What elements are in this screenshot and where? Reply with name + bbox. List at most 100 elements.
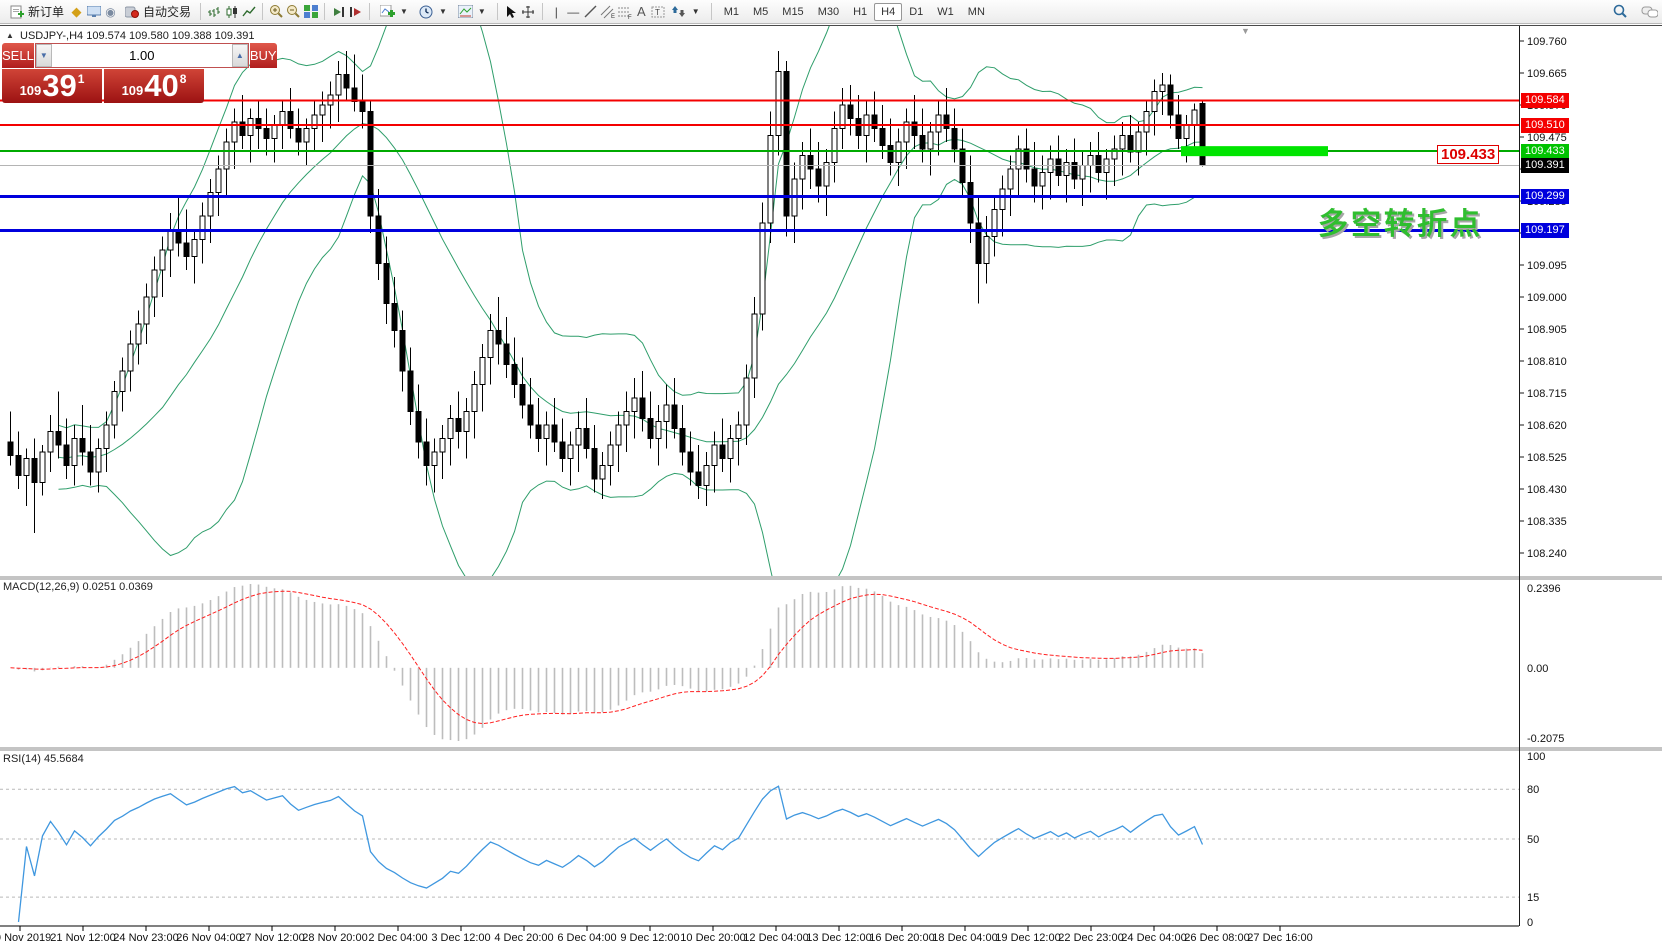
horizontal-line-tool-icon[interactable]: —	[567, 4, 580, 19]
axis-tick-label: 109.095	[1527, 260, 1567, 272]
timeframe-m1[interactable]: M1	[723, 5, 739, 18]
timeframe-mn[interactable]: MN	[967, 5, 985, 18]
sell-price-pip: 1	[77, 72, 85, 86]
new-order-button[interactable]: 新订单	[4, 2, 68, 21]
macd-panel[interactable]	[10, 584, 1204, 741]
chat-icon[interactable]	[1641, 4, 1658, 20]
axis-tick-label: 15	[1527, 892, 1539, 904]
timeframe-m5[interactable]: M5	[753, 5, 769, 18]
timeframe-h4[interactable]: H4	[874, 2, 903, 21]
buy-price-prefix: 109	[121, 83, 144, 98]
axis-tick-label: 108.715	[1527, 388, 1567, 400]
autotrading-label: 自动交易	[143, 5, 192, 19]
svg-text:T: T	[655, 8, 660, 17]
axis-tick-label: 3 Dec 12:00	[431, 932, 490, 944]
axis-tick-label: 27 Nov 12:00	[239, 932, 304, 944]
new-order-icon	[8, 4, 25, 20]
timeframe-m30[interactable]: M30	[817, 5, 840, 18]
axis-tick-label: 26 Dec 08:00	[1184, 932, 1249, 944]
rsi-axis[interactable]: 100 80 50 15 0	[1527, 751, 1545, 929]
crosshair-icon[interactable]	[520, 4, 537, 20]
axis-tick-label: 109.665	[1527, 68, 1567, 80]
turning-point-annotation[interactable]: 多空转折点	[1318, 208, 1483, 241]
price-level-badge: 109.433	[1521, 143, 1569, 159]
price-axis[interactable]: 109.760109.665109.570109.475109.380109.2…	[1519, 36, 1567, 560]
toolbar-separator	[710, 3, 712, 20]
axis-tick-label: 108.810	[1527, 356, 1567, 368]
toolbar-separator	[496, 3, 498, 20]
axis-tick-label: 12 Dec 04:00	[743, 932, 808, 944]
buy-button[interactable]: BUY	[249, 43, 277, 68]
axis-tick-label: 109.000	[1527, 292, 1567, 304]
axis-tick-label: 108.525	[1527, 452, 1567, 464]
axis-tick-label: 109.760	[1527, 36, 1567, 48]
axis-tick-label: 80	[1527, 784, 1539, 796]
axis-tick-label: 108.430	[1527, 484, 1567, 496]
rsi-panel[interactable]	[0, 785, 1519, 923]
bar-chart-type-icon[interactable]	[206, 4, 223, 20]
collapse-panel-icon[interactable]: ▲	[6, 31, 14, 40]
axis-tick-label: 0	[1527, 917, 1533, 929]
arrows-button[interactable]: ▼	[667, 3, 706, 21]
trendline-tool-icon[interactable]	[582, 4, 599, 20]
chart-shift-icon[interactable]	[347, 4, 364, 20]
sound-icon[interactable]: ◉	[105, 4, 116, 19]
vertical-line-tool-icon[interactable]: |	[554, 4, 558, 19]
axis-tick-label: 0.2396	[1527, 583, 1561, 595]
auto-scroll-icon[interactable]	[330, 4, 347, 20]
cursor-icon[interactable]	[503, 4, 520, 20]
zoom-out-icon[interactable]	[285, 4, 302, 20]
axis-tick-label: 4 Dec 20:00	[494, 932, 553, 944]
axis-tick-label: 50	[1527, 834, 1539, 846]
tile-windows-icon[interactable]	[302, 4, 319, 20]
autotrading-icon	[123, 4, 140, 20]
timeframe-m15[interactable]: M15	[782, 5, 804, 18]
axis-tick-label: 108.335	[1527, 516, 1567, 528]
axis-tick-label: 2 Dec 04:00	[368, 932, 427, 944]
autotrading-button[interactable]: 自动交易	[119, 2, 195, 21]
timeframe-d1[interactable]: D1	[909, 5, 924, 18]
axis-tick-label: 9 Dec 12:00	[620, 932, 679, 944]
fibonacci-tool-icon[interactable]: F	[616, 4, 633, 20]
channel-tool-icon[interactable]: E	[599, 4, 616, 20]
volume-input[interactable]	[51, 44, 232, 67]
toolbar-separator	[541, 3, 543, 20]
axis-tick-label: 109.475	[1527, 132, 1567, 144]
axis-tick-label: 24 Dec 04:00	[1121, 932, 1186, 944]
templates-button[interactable]: ▼	[453, 3, 492, 21]
volume-increase-button[interactable]: ▲	[231, 44, 248, 67]
timeframe-w1[interactable]: W1	[937, 5, 954, 18]
axis-tick-label: 20 Nov 2019	[0, 932, 51, 944]
text-tool-icon[interactable]: A	[636, 3, 646, 19]
axis-tick-label: 26 Nov 04:00	[176, 932, 241, 944]
line-chart-type-icon[interactable]	[240, 4, 257, 20]
sell-price-prefix: 109	[19, 83, 42, 98]
price-level-badge: 109.584	[1521, 92, 1569, 108]
axis-tick-label: 27 Dec 16:00	[1247, 932, 1312, 944]
axis-tick-label: 108.620	[1527, 420, 1567, 432]
terminal-icon[interactable]	[85, 4, 102, 20]
highlight-bar[interactable]	[1181, 146, 1328, 157]
candlestick-type-icon[interactable]	[223, 4, 240, 20]
metaeditor-icon[interactable]: ◆	[71, 3, 82, 19]
chart-shift-marker-icon[interactable]: ▼	[1241, 26, 1250, 36]
zoom-in-icon[interactable]	[268, 4, 285, 20]
search-icon[interactable]	[1612, 4, 1629, 20]
axis-tick-label: 0.00	[1527, 663, 1548, 675]
sell-button[interactable]: SELL	[2, 43, 34, 68]
volume-decrease-button[interactable]: ▼	[35, 44, 52, 67]
macd-indicator-label: MACD(12,26,9) 0.0251 0.0369	[3, 581, 153, 593]
toolbar-separator	[200, 3, 202, 20]
axis-tick-label: 24 Nov 23:00	[113, 932, 178, 944]
buy-price-main: 40	[144, 67, 179, 103]
timeframe-h1[interactable]: H1	[853, 5, 868, 18]
buy-price-button[interactable]: 109 40 8	[104, 69, 204, 103]
macd-axis[interactable]: 0.2396 0.00 -0.2075	[1527, 583, 1564, 745]
label-tool-icon[interactable]: T	[650, 4, 667, 20]
indicators-button[interactable]: ▼	[375, 3, 414, 21]
price-level-label[interactable]: 109.433	[1437, 145, 1500, 164]
sell-price-button[interactable]: 109 39 1	[2, 69, 102, 103]
periods-button[interactable]: ▼	[414, 3, 453, 21]
